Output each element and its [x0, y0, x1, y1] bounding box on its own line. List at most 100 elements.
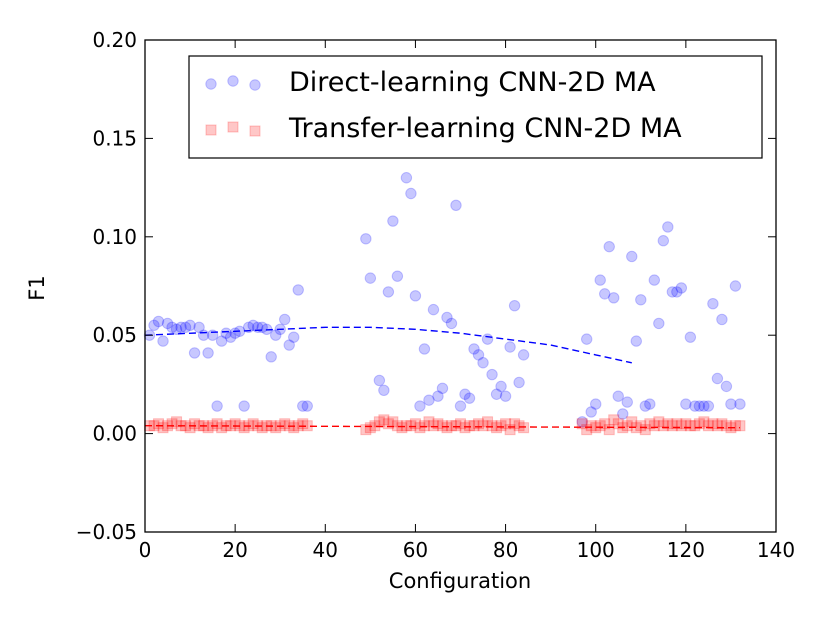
transfer-point	[414, 422, 426, 434]
direct-point	[576, 416, 588, 428]
direct-point	[472, 349, 485, 361]
transfer-point	[157, 422, 169, 434]
direct-point	[463, 392, 476, 404]
transfer-point	[216, 422, 228, 434]
transfer-point	[653, 416, 665, 428]
direct-point	[508, 299, 521, 312]
transfer-point	[193, 420, 205, 432]
direct-point	[648, 274, 661, 286]
x-tick-label: 80	[493, 538, 518, 562]
x-tick-label: 20	[222, 538, 247, 562]
direct-point	[517, 349, 530, 361]
direct-point	[499, 390, 512, 402]
transfer-point	[418, 420, 430, 432]
direct-point	[599, 288, 611, 300]
direct-point	[184, 319, 196, 332]
x-tick-label: 40	[313, 538, 338, 562]
direct-point	[729, 280, 742, 292]
transfer-point	[716, 418, 728, 430]
trend-lines	[144, 326, 740, 429]
direct-point	[490, 388, 503, 400]
transfer-point	[207, 420, 219, 432]
direct-point	[175, 321, 187, 334]
transfer-point	[243, 420, 255, 432]
transfer-point	[473, 418, 485, 430]
transfer-point	[725, 422, 737, 434]
direct-point	[734, 398, 746, 410]
transfer-point	[680, 418, 692, 430]
direct-point	[689, 400, 701, 412]
direct-point	[707, 298, 719, 310]
transfer-point	[459, 422, 471, 434]
transfer-point	[500, 418, 512, 430]
direct-point	[148, 319, 160, 332]
direct-point	[283, 339, 295, 351]
transfer-point	[211, 418, 223, 430]
transfer-point	[644, 418, 656, 430]
transfer-point	[477, 420, 489, 432]
transfer-point	[427, 420, 439, 432]
transfer-point	[283, 420, 295, 432]
direct-point	[617, 408, 629, 420]
transfer-point	[175, 420, 187, 432]
direct-point	[279, 313, 291, 326]
transfer-point	[576, 418, 588, 430]
direct-point	[161, 317, 174, 330]
transfer-point	[423, 416, 435, 428]
transfer-point	[594, 420, 606, 432]
direct-point	[684, 331, 697, 343]
direct-point	[238, 400, 250, 412]
y-tick-label: 0.15	[92, 126, 137, 150]
transfer-point	[599, 418, 611, 430]
direct-point	[693, 400, 706, 412]
transfer-point	[639, 424, 651, 436]
transfer-point	[464, 420, 476, 432]
direct-point	[364, 272, 377, 284]
direct-point	[644, 398, 656, 410]
direct-point	[441, 311, 453, 324]
transfer-point	[635, 420, 647, 432]
trend-line	[144, 425, 740, 429]
axes-frame	[144, 39, 777, 533]
y-tick-label: 0.20	[92, 28, 137, 52]
direct-point	[675, 282, 688, 294]
direct-point	[702, 400, 715, 412]
transfer-point	[707, 418, 719, 430]
transfer-point	[252, 420, 264, 432]
transfer-point	[382, 418, 394, 430]
transfer-point	[482, 416, 494, 428]
transfer-point	[364, 422, 376, 434]
direct-point	[360, 233, 372, 245]
transfer-point	[693, 418, 705, 430]
transfer-point	[301, 420, 313, 432]
direct-point	[423, 394, 435, 406]
direct-point	[179, 321, 192, 334]
direct-point	[432, 390, 444, 402]
direct-point	[477, 357, 489, 369]
direct-point	[288, 331, 300, 343]
direct-point	[662, 221, 674, 233]
direct-point	[391, 270, 404, 282]
transfer-point	[441, 422, 453, 434]
direct-point	[247, 319, 259, 332]
transfer-point	[166, 418, 178, 430]
transfer-point	[234, 420, 246, 432]
direct-point	[635, 294, 647, 306]
direct-point	[608, 292, 620, 304]
direct-point	[251, 321, 264, 334]
direct-point	[152, 315, 165, 328]
transfer-point	[689, 420, 701, 432]
transfer-point	[400, 420, 412, 432]
direct-point	[671, 286, 683, 298]
direct-point	[378, 384, 390, 397]
legend-marker-transfer	[249, 125, 261, 137]
direct-point	[711, 372, 724, 385]
direct-point	[486, 368, 498, 381]
transfer-point	[491, 422, 503, 434]
transfer-point	[513, 420, 525, 432]
transfer-point	[180, 420, 192, 432]
direct-point	[481, 333, 494, 345]
transfer-point	[436, 420, 448, 432]
transfer-point	[198, 420, 210, 432]
